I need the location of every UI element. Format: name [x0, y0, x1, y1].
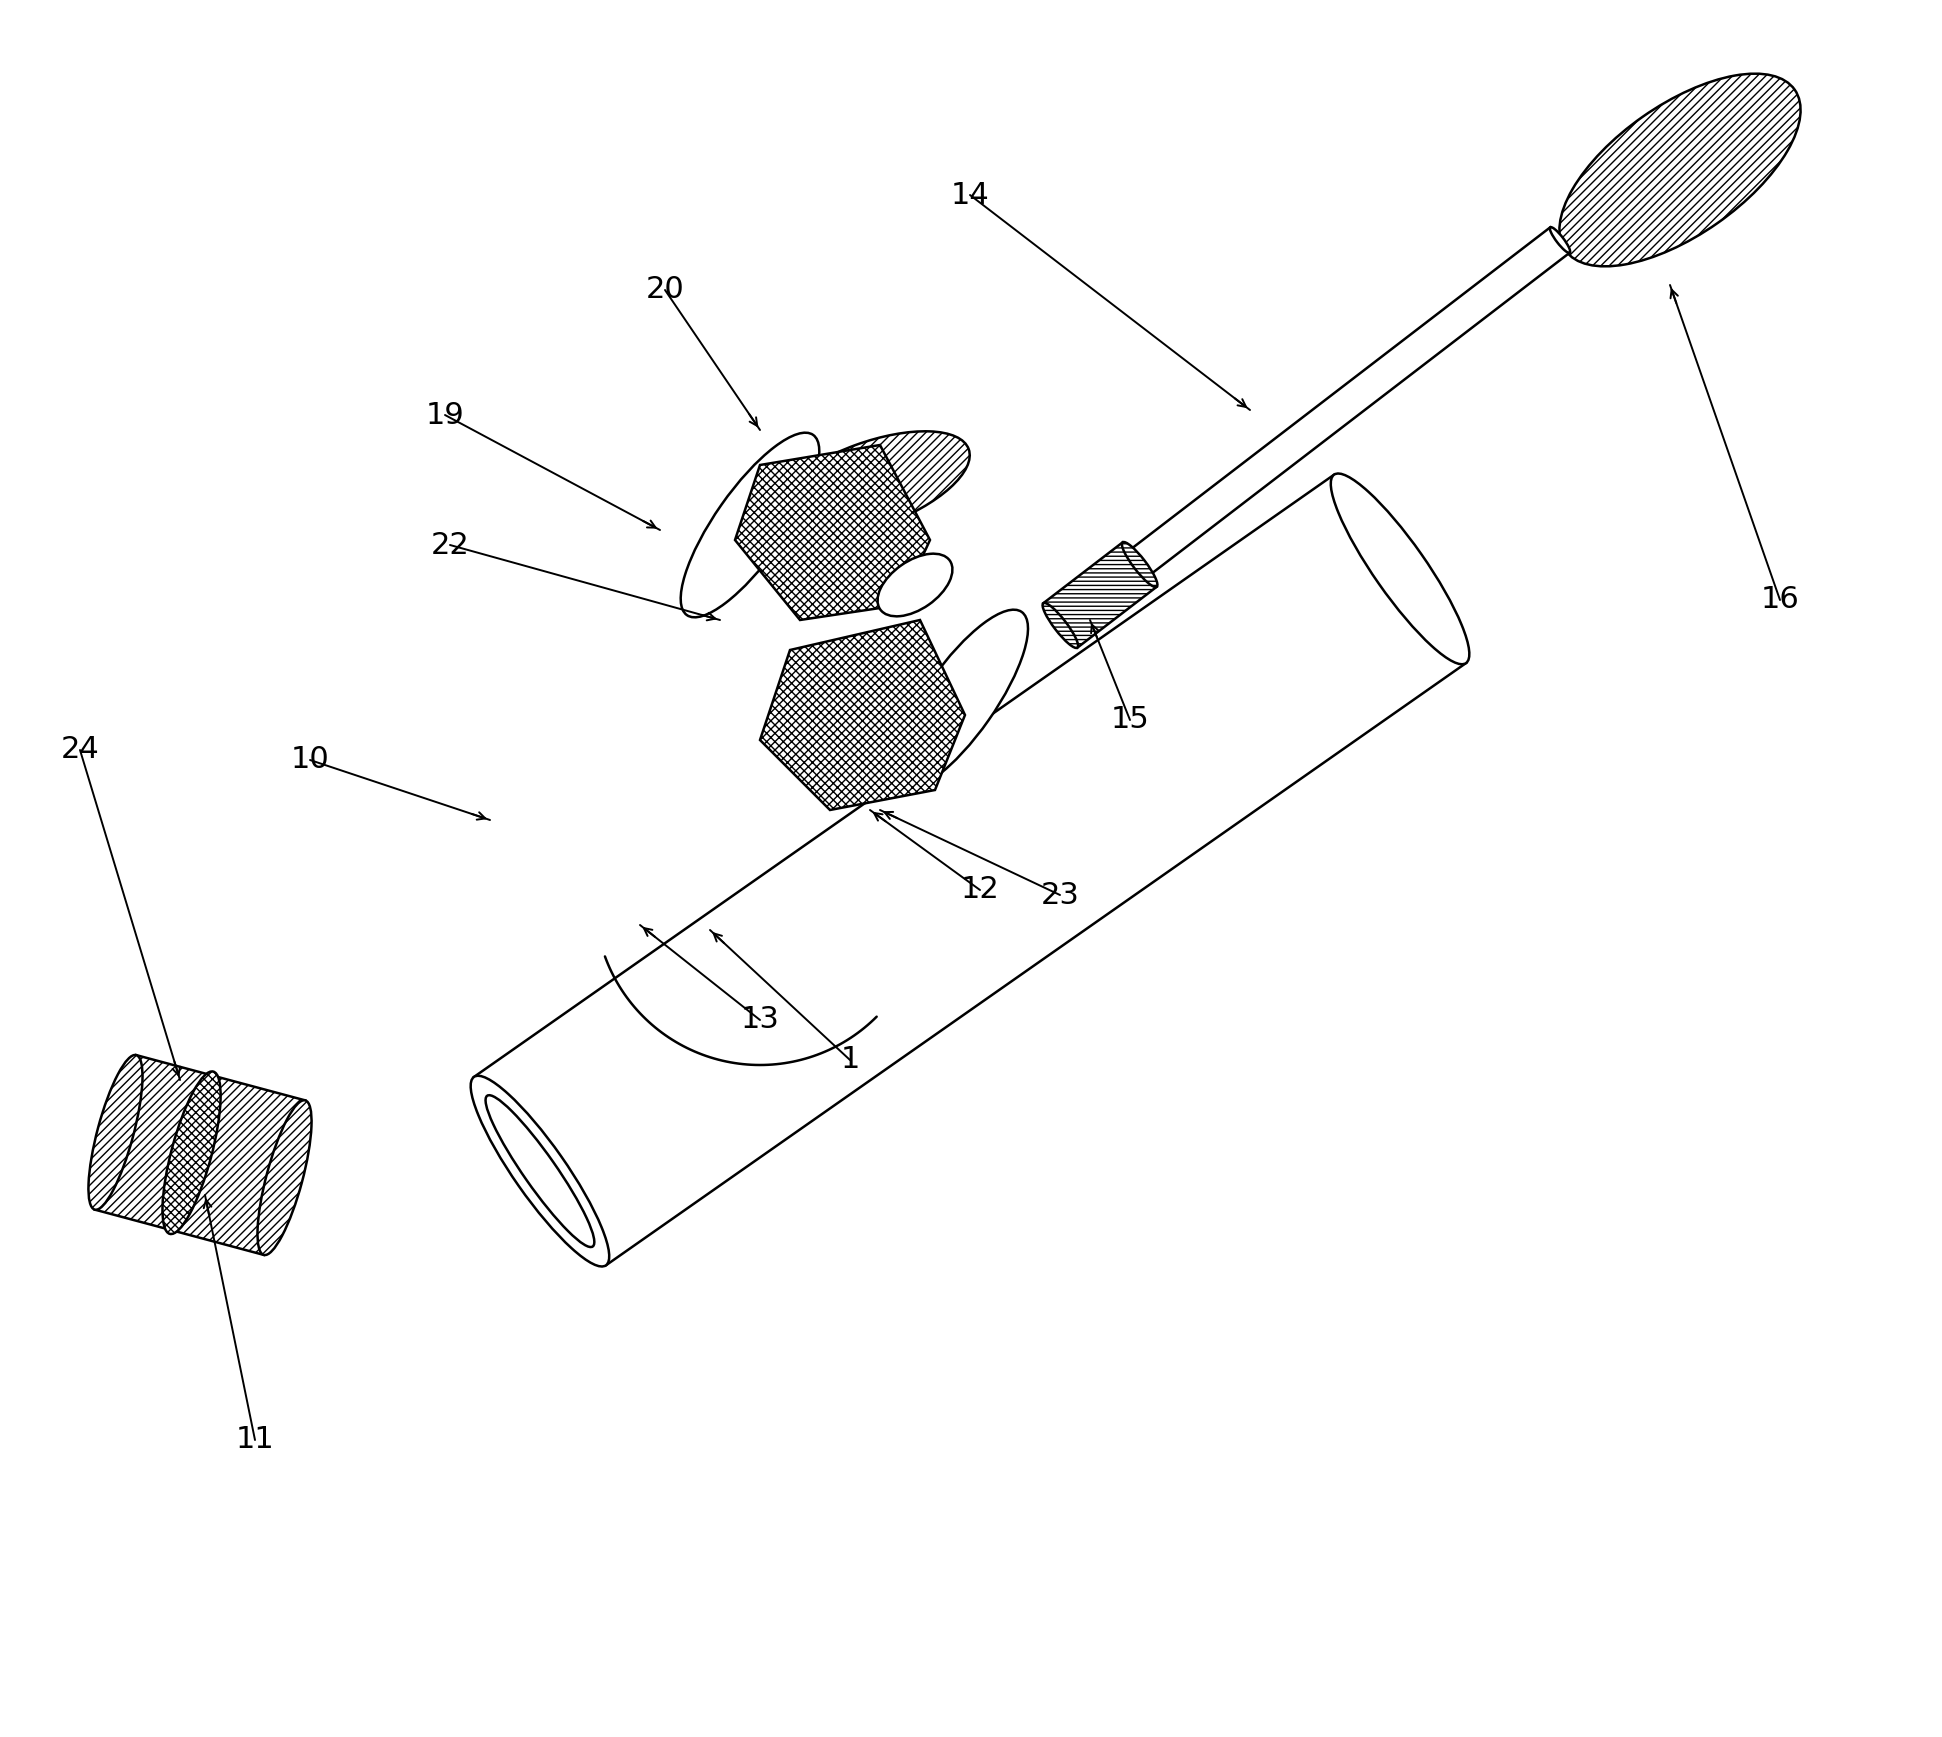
Ellipse shape: [682, 433, 820, 617]
Text: 19: 19: [425, 401, 464, 429]
Ellipse shape: [486, 1096, 594, 1247]
Text: 10: 10: [291, 745, 330, 775]
Text: 16: 16: [1761, 585, 1800, 615]
Ellipse shape: [878, 554, 952, 617]
Ellipse shape: [1550, 228, 1571, 254]
Text: 24: 24: [60, 735, 99, 764]
Polygon shape: [759, 620, 965, 809]
Text: 20: 20: [645, 276, 684, 304]
Polygon shape: [734, 445, 930, 620]
Polygon shape: [95, 1054, 305, 1254]
Ellipse shape: [891, 610, 1027, 790]
Text: 11: 11: [235, 1426, 274, 1454]
Polygon shape: [1121, 228, 1569, 582]
Polygon shape: [1043, 542, 1157, 648]
Text: 12: 12: [961, 875, 1000, 905]
Ellipse shape: [470, 1075, 610, 1266]
Text: 22: 22: [431, 530, 470, 559]
Text: 13: 13: [740, 1006, 779, 1035]
Ellipse shape: [163, 1072, 221, 1233]
Ellipse shape: [1043, 603, 1078, 648]
Ellipse shape: [771, 431, 969, 538]
Text: 15: 15: [1111, 705, 1150, 735]
Ellipse shape: [1330, 474, 1470, 664]
Text: 14: 14: [952, 181, 988, 210]
Ellipse shape: [1122, 542, 1157, 587]
Ellipse shape: [258, 1100, 311, 1256]
Ellipse shape: [1559, 73, 1800, 266]
Ellipse shape: [1121, 558, 1140, 584]
Text: 23: 23: [1041, 881, 1080, 910]
Text: 1: 1: [841, 1046, 860, 1075]
Ellipse shape: [89, 1054, 142, 1209]
Polygon shape: [474, 474, 1466, 1265]
